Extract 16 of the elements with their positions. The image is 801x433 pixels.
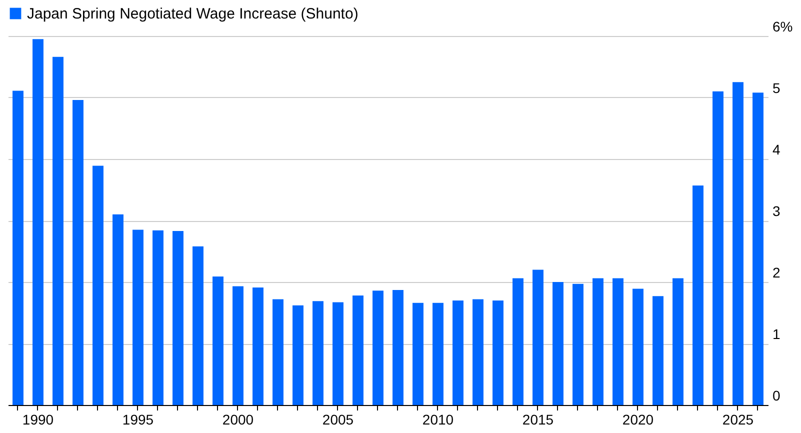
x-tick-label: 2020 — [622, 412, 654, 428]
x-tick-label: 2000 — [222, 412, 254, 428]
x-tick-label: 1995 — [122, 412, 154, 428]
legend-label: Japan Spring Negotiated Wage Increase (Shunto) — [27, 6, 358, 22]
x-tick-label: 2010 — [422, 412, 454, 428]
y-tick-label: 6% — [772, 18, 793, 34]
y-tick-label: 1 — [772, 326, 780, 342]
y-tick-label: 2 — [772, 264, 780, 280]
x-tick-label: 2025 — [722, 412, 754, 428]
y-tick-label: 4 — [772, 142, 780, 158]
y-tick-label: 5 — [772, 80, 780, 96]
y-tick-label: 0 — [772, 388, 780, 404]
y-tick-label: 3 — [772, 203, 780, 219]
x-tick-label: 1990 — [22, 412, 54, 428]
x-tick-label: 2015 — [522, 412, 554, 428]
x-tick-label: 2005 — [322, 412, 354, 428]
